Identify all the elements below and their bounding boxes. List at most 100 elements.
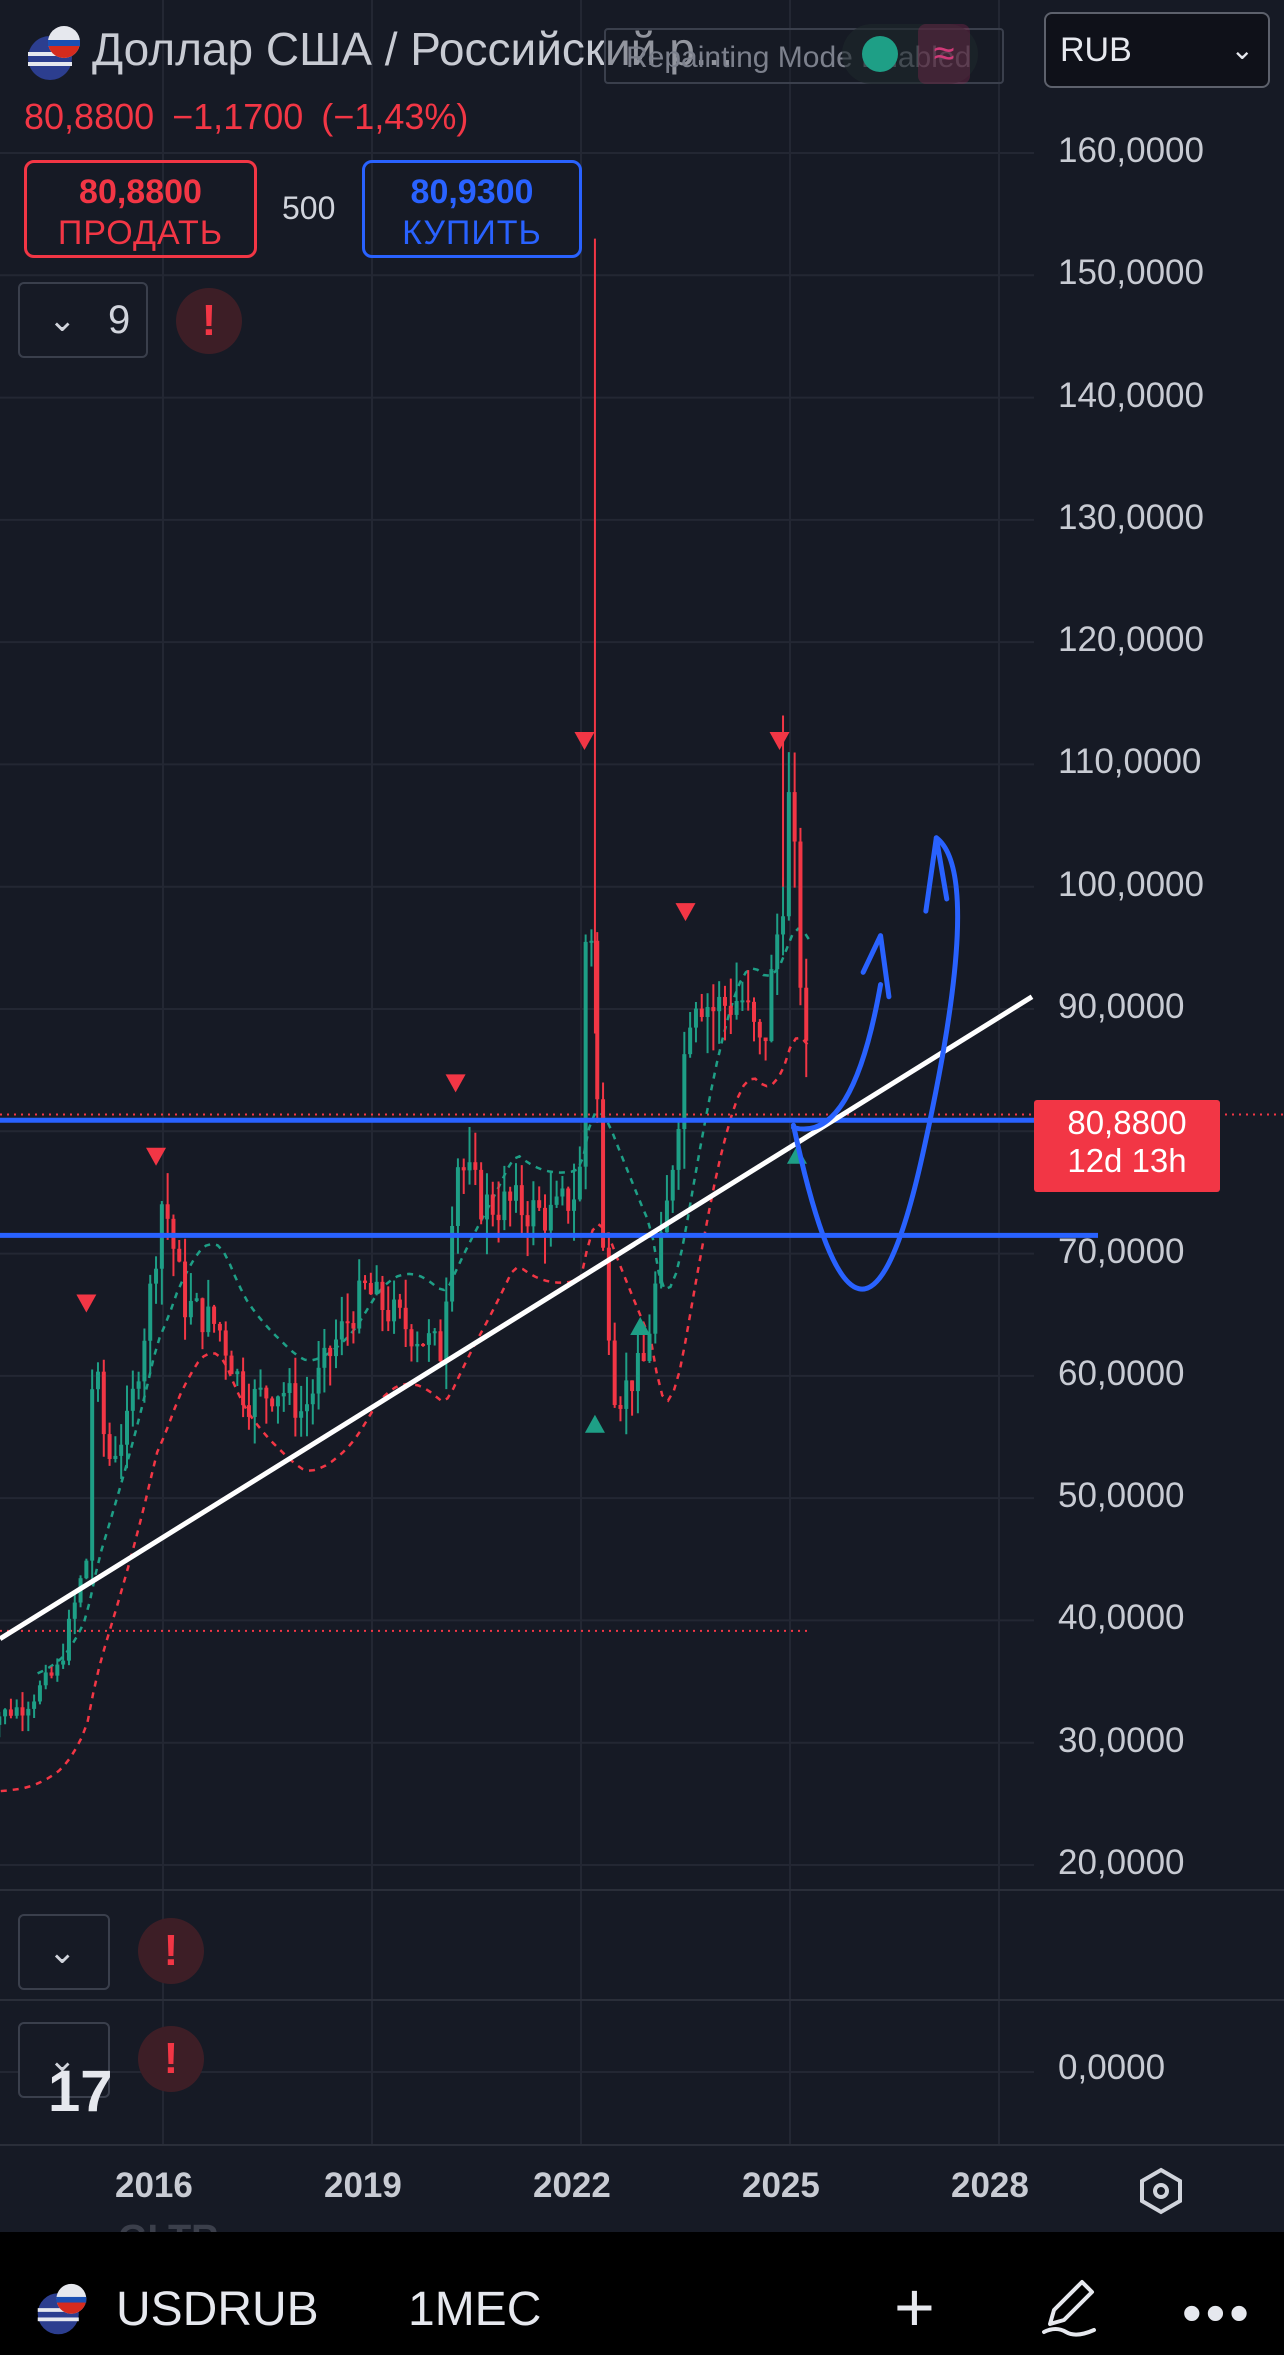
chevron-down-icon: ⌄ <box>1230 34 1254 65</box>
candle-body <box>479 1169 484 1220</box>
ma-upper-line <box>37 927 811 1675</box>
time-axis-label: 2025 <box>742 2166 820 2205</box>
candle-body <box>717 996 722 1012</box>
price-axis-label: 130,0000 <box>1058 497 1204 537</box>
candle-body <box>804 987 809 1041</box>
candle-body <box>705 1007 710 1017</box>
price-axis-label: 0,0000 <box>1058 2048 1166 2087</box>
drawing-pencil-icon[interactable] <box>1036 2272 1102 2338</box>
time-axis-label: 2016 <box>115 2166 193 2205</box>
sell-button[interactable]: 80,8800 ПРОДАТЬ <box>24 160 257 258</box>
chart-grid <box>0 0 1034 2145</box>
settings-hexagon-icon[interactable] <box>1136 2166 1186 2216</box>
candle-body <box>531 1200 536 1227</box>
candle-body <box>670 1169 675 1201</box>
price-axis-label: 70,0000 <box>1058 1231 1185 1271</box>
price-change-pct: (−1,43%) <box>321 96 469 137</box>
moving-average-lines <box>0 927 811 1793</box>
candle-body <box>246 1405 251 1417</box>
candle-body <box>618 1404 623 1409</box>
candle-body <box>403 1307 408 1330</box>
pane3-collapse-button[interactable]: ⌄ <box>18 2022 110 2098</box>
candle-body <box>508 1191 513 1201</box>
add-plus-icon[interactable]: + <box>894 2268 935 2346</box>
candle-body <box>757 1021 762 1038</box>
candle-body <box>595 940 600 1100</box>
chevron-down-icon: ⌄ <box>48 2041 77 2079</box>
candle-body <box>299 1411 304 1418</box>
candle-body <box>490 1194 495 1215</box>
candle-body <box>148 1283 153 1341</box>
symbol-title[interactable]: Доллар США / Российский р... <box>92 23 734 75</box>
usd-rub-flag-icon <box>28 26 80 80</box>
candle-body <box>252 1388 257 1417</box>
symbol-button[interactable]: USDRUB <box>116 2283 319 2336</box>
price-change: −1,1700 <box>172 96 304 137</box>
candle-body <box>641 1353 646 1362</box>
candle-body <box>543 1207 548 1231</box>
candle-body <box>304 1404 309 1412</box>
sell-signal-marker <box>76 1294 97 1313</box>
candle-body <box>676 1129 681 1170</box>
candle-body <box>728 1005 733 1015</box>
more-menu-icon[interactable]: ••• <box>1182 2281 1253 2344</box>
currency-select[interactable]: RUB ⌄ <box>1044 12 1270 88</box>
buy-button[interactable]: 80,9300 КУПИТЬ <box>362 160 582 258</box>
candle-body <box>606 1247 611 1341</box>
sell-label: ПРОДАТЬ <box>57 214 224 252</box>
candle-body <box>386 1310 391 1322</box>
candle-body <box>630 1380 635 1392</box>
signal-markers <box>76 731 807 1433</box>
candle-body <box>200 1298 205 1333</box>
candle-body <box>502 1191 507 1221</box>
time-axis-label: 2022 <box>533 2166 611 2205</box>
candle-body <box>241 1371 246 1406</box>
pane2-alert-icon[interactable]: ! <box>138 1918 204 1984</box>
bullish-arrow-head <box>860 933 892 1000</box>
candle-body <box>763 1037 768 1042</box>
price-axis-label: 30,0000 <box>1058 1720 1185 1760</box>
candle-body <box>194 1298 199 1301</box>
candle-body <box>264 1387 269 1399</box>
buy-signal-marker <box>630 1316 651 1335</box>
candle-body <box>473 1162 478 1170</box>
price-chart[interactable] <box>0 0 1284 2232</box>
price-axis-label: 120,0000 <box>1058 620 1204 660</box>
indicators-collapse-button[interactable]: ⌄ 9 <box>18 282 148 358</box>
price-axis-label: 160,0000 <box>1058 131 1204 170</box>
candle-body <box>409 1329 414 1347</box>
sell-signal-marker <box>574 731 595 750</box>
dotted-levels <box>0 1113 1284 1632</box>
price-axis-label: 90,0000 <box>1058 987 1185 1026</box>
pane3-alert-icon[interactable]: ! <box>138 2026 204 2092</box>
candle-body <box>310 1393 315 1405</box>
sell-price: 80,8800 <box>79 173 202 211</box>
last-price-tag: 80,8800 12d 13h <box>1034 1100 1220 1192</box>
candle-body <box>206 1306 211 1333</box>
candle-body <box>357 1280 362 1329</box>
candle-body <box>293 1383 298 1418</box>
candle-body <box>72 1602 77 1619</box>
interval-button[interactable]: 1МЕС <box>408 2283 542 2336</box>
indicator-logo-icon[interactable]: ≈ <box>918 24 970 84</box>
candle-body <box>61 1660 66 1665</box>
usd-rub-flag-icon[interactable] <box>34 2282 90 2338</box>
chevron-down-icon: ⌄ <box>48 301 77 339</box>
alert-icon[interactable]: ! <box>176 288 242 354</box>
candle-body <box>363 1280 368 1284</box>
candle-body <box>653 1283 658 1334</box>
status-dot-icon <box>862 36 898 72</box>
buy-price: 80,9300 <box>410 173 534 211</box>
last-price: 80,8800 <box>24 96 155 137</box>
candle-body <box>467 1162 472 1171</box>
candle-body <box>229 1355 234 1375</box>
candle-body <box>26 1708 31 1716</box>
candle-body <box>154 1268 159 1284</box>
candle-body <box>37 1685 42 1702</box>
candle-body <box>136 1381 141 1389</box>
candle-body <box>455 1167 460 1226</box>
candle-body <box>484 1194 489 1220</box>
pane2-collapse-button[interactable]: ⌄ <box>18 1914 110 1990</box>
candle-body <box>647 1333 652 1362</box>
candle-body <box>740 1000 745 1003</box>
